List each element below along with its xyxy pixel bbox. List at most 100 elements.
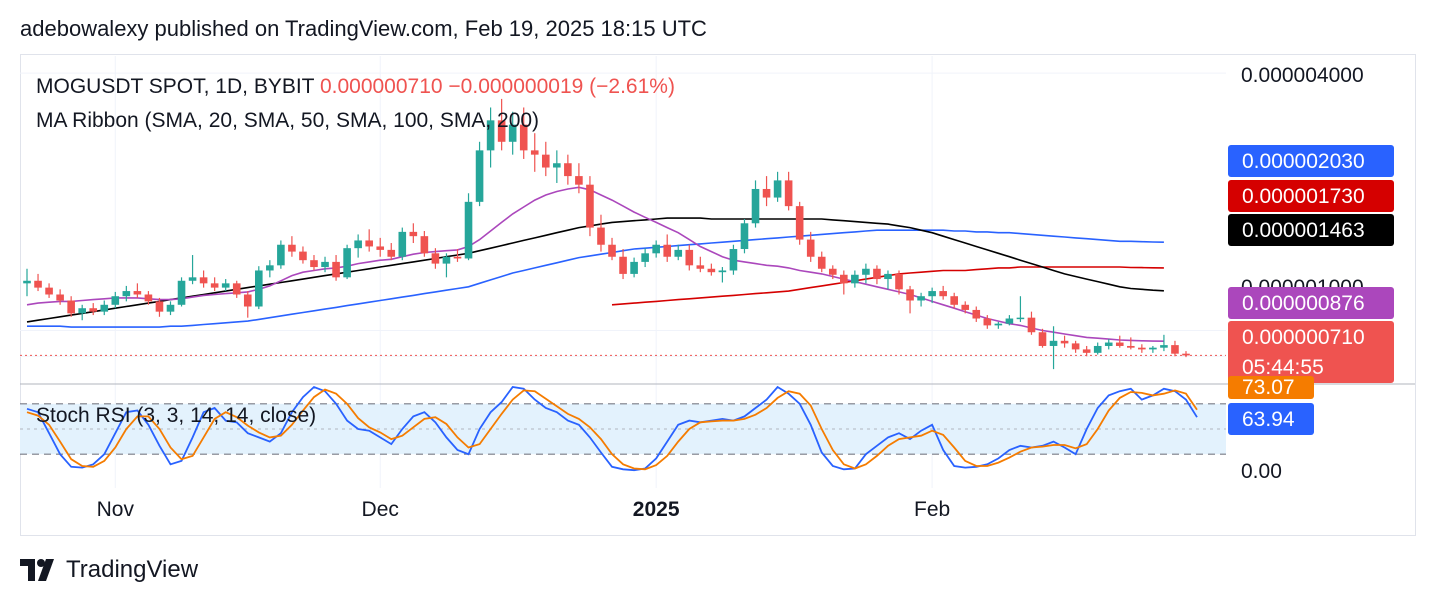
candle-body [89,308,98,312]
candle [1016,296,1025,322]
candle-body [663,244,672,257]
candle [1038,328,1047,348]
candle-body [762,188,771,198]
candle [575,163,583,194]
stoch-d-line [26,388,1198,471]
candle [1149,345,1157,353]
main-legend: MOGUSDT SPOT, 1D, BYBIT 0.000000710 −0.0… [36,75,675,98]
candle [1115,335,1124,348]
candle-body [519,124,528,151]
candle [166,301,175,316]
candle-body [508,124,517,142]
candle-body [299,251,307,261]
candle-body [343,248,351,278]
candle-body [1115,342,1124,346]
candle-body [530,150,539,155]
stoch-legend: Stoch RSI (3, 3, 14, 14, close) [36,404,316,427]
candle [420,231,429,257]
candle-body [586,184,594,228]
sma100-line [27,229,1164,328]
candle-body [1127,345,1135,348]
candle [553,150,561,183]
candle-body [486,120,495,151]
candle [442,253,451,278]
candle [895,270,903,295]
candle-body [994,323,1003,326]
candle [365,229,373,252]
candle-body [729,249,738,271]
candle [1005,315,1014,326]
y-tick-label: 0.000004000 [1241,64,1364,87]
candle [431,248,440,269]
candle [729,244,738,275]
candle-body [1082,349,1091,353]
badge-sma50 [1228,214,1394,246]
candle-body [387,249,396,257]
candle [1071,340,1080,353]
candle [939,285,947,300]
candle-body [34,280,42,288]
candle-body [608,244,616,257]
candle [34,273,42,292]
candle [453,249,462,262]
candle [519,107,528,159]
badge-stoch_d [1228,376,1314,399]
footer: TradingView [20,556,198,584]
candle [310,255,318,271]
candle-body [475,150,484,202]
candle [972,306,981,322]
candle-body [652,244,660,254]
candle [906,285,914,314]
candle-body [442,256,451,264]
candle [255,266,263,310]
candle [100,300,109,316]
candle-body [707,268,716,273]
candle-body [321,261,329,268]
candle-body [828,268,837,275]
candle [23,268,31,297]
candle [409,223,418,244]
candle-body [398,231,407,257]
candle-body [696,265,705,269]
candle-body [806,239,815,257]
legend-price: 0.000000710 [320,75,448,98]
sma50-line [26,217,1164,323]
candle-body [751,188,760,224]
candle-body [950,296,958,305]
candle-body [56,294,64,301]
candle-body [266,265,274,271]
candle [541,141,550,177]
candle-body [310,260,318,268]
candle [89,303,98,316]
publish-header: adebowalexy published on TradingView.com… [20,16,707,41]
candle-body [784,180,793,207]
candle-body [906,289,914,301]
candle-body [497,120,506,142]
badge-sma20-value: 0.000000876 [1242,292,1365,315]
candle [288,236,296,257]
badge-stoch_d-value: 73.07 [1242,376,1295,399]
candle-body [431,253,440,264]
candle-body [674,249,683,257]
tradingview-logo-icon[interactable] [20,557,58,583]
countdown-timer: 05:44:55 [1242,356,1324,379]
candle [961,301,970,314]
candle-body [862,268,870,275]
candle [784,171,793,211]
candle [928,287,936,304]
candle-body [1160,345,1168,348]
candle [1049,326,1058,370]
candle [475,141,484,207]
candle [608,237,616,261]
candle [652,240,660,258]
footer-brand[interactable]: TradingView [66,556,199,583]
candle [387,243,396,261]
candle-body [67,300,75,314]
candle [641,248,649,268]
candle-body [365,240,373,247]
legend-symbol: MOGUSDT SPOT, 1D, BYBIT [36,75,320,98]
candle-body [1016,317,1025,320]
x-tick-label: 2025 [633,498,680,521]
candle [619,249,627,280]
